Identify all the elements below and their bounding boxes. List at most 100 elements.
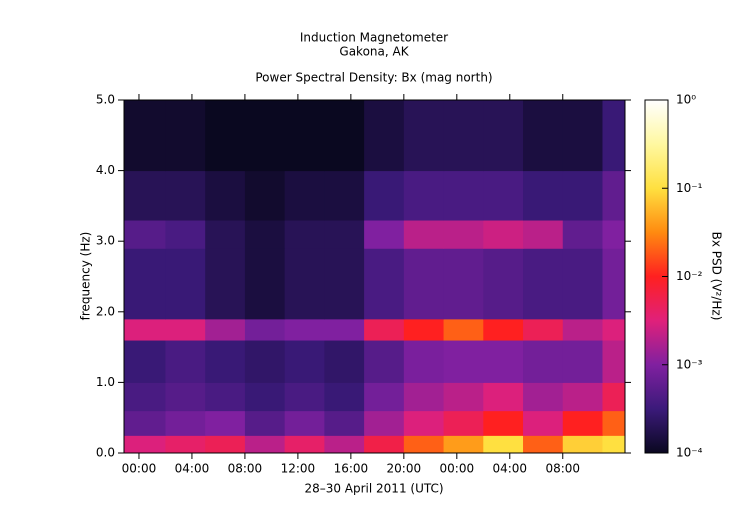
y-tick-label: 4.0 [96,163,115,177]
heatmap-cell [403,318,445,341]
heatmap-cell [443,340,484,383]
heatmap-cell [324,410,365,436]
heatmap-cell [205,100,246,172]
colorbar-tick-label: 10⁻³ [676,357,703,371]
heatmap-cell [562,435,603,454]
heatmap-cell [443,100,484,172]
heatmap-cell [483,435,524,454]
heatmap-cell [443,435,484,454]
plot-frame [123,99,626,454]
heatmap-cell [244,220,286,249]
colorbar-tick-label: 10⁻¹ [676,181,703,195]
heatmap-cell [364,382,405,412]
heatmap-cell [205,435,246,454]
heatmap-cell [523,435,564,454]
heatmap-cell [205,382,246,412]
heatmap-cell [284,248,325,320]
heatmap-cell [483,382,524,412]
heatmap-cell [602,382,626,412]
heatmap-cell [165,248,206,320]
heatmap-cell [443,318,484,341]
heatmap-cell [124,170,166,221]
heatmap-cell [165,435,206,454]
heatmap-cell [602,410,626,436]
heatmap-cell [124,220,166,249]
heatmap-cell [403,170,445,221]
heatmap-cell [403,382,445,412]
heatmap-cell [562,100,603,172]
heatmap-cell [364,410,405,436]
heatmap-cell [165,170,206,221]
heatmap-cell [403,340,445,383]
heatmap-cell [324,100,365,172]
heatmap-cell [562,318,603,341]
colorbar-label: Bx PSD (V²/Hz) [710,232,724,321]
heatmap-cell [165,100,206,172]
y-tick-label: 3.0 [96,234,115,248]
y-tick-label: 1.0 [96,375,115,389]
heatmap-cell [364,318,405,341]
heatmap-cell [324,382,365,412]
heatmap-cell [602,170,626,221]
heatmap-cell [124,340,166,383]
heatmap-cell [523,340,564,383]
heatmap-cell [562,248,603,320]
heatmap-cell [523,100,564,172]
heatmap-cell [244,410,286,436]
heatmap-cell [205,170,246,221]
heatmap-cell [443,382,484,412]
y-tick-label: 0.0 [96,446,115,460]
x-tick-label: 04:00 [175,462,210,476]
heatmap-cell [284,435,325,454]
heatmap-cell [284,100,325,172]
heatmap-cell [523,248,564,320]
heatmap-cell [364,435,405,454]
heatmap-cell [602,220,626,249]
heatmap-cell [523,382,564,412]
heatmap-cell [364,100,405,172]
heatmap-cell [244,340,286,383]
heatmap-cell [244,248,286,320]
heatmap-cell [284,410,325,436]
x-tick-label: 16:00 [334,462,369,476]
heatmap-cell [124,248,166,320]
heatmap-cell [562,170,603,221]
heatmap-cell [483,410,524,436]
heatmap-cell [324,220,365,249]
heatmap-cell [284,382,325,412]
heatmap-cell [562,410,603,436]
heatmap-cell [324,318,365,341]
heatmap-cell [324,435,365,454]
heatmap-cell [523,170,564,221]
heatmap-cell [483,248,524,320]
heatmap-cell [284,340,325,383]
heatmap-cell [205,248,246,320]
heatmap-cell [602,340,626,383]
colorbar-tick-label: 10⁻⁴ [676,446,703,460]
heatmap-cell [324,340,365,383]
heatmap-cell [205,410,246,436]
heatmap-cell [165,220,206,249]
y-axis-label: frequency (Hz) [79,232,93,321]
x-tick-label: 00:00 [122,462,157,476]
heatmap-cell [483,100,524,172]
colorbar-tick-label: 10⁰ [676,93,696,107]
x-tick-label: 08:00 [228,462,263,476]
x-tick-label: 04:00 [492,462,527,476]
chart-subtitle: Gakona, AK [339,45,409,59]
heatmap-cell [443,248,484,320]
heatmap-cell [165,340,206,383]
heatmap-cell [483,340,524,383]
heatmap-cell [124,410,166,436]
y-tick-label: 5.0 [96,93,115,107]
heatmap-cell [403,435,445,454]
heatmap-cell [483,220,524,249]
heatmap-cell [443,220,484,249]
x-tick-label: 20:00 [387,462,422,476]
heatmap-cell [124,382,166,412]
x-axis-label: 28–30 April 2011 (UTC) [304,482,443,496]
heatmap-cell [602,100,626,172]
heatmap-cell [602,318,626,341]
heatmap-cell [443,170,484,221]
heatmap-cell [165,318,206,341]
